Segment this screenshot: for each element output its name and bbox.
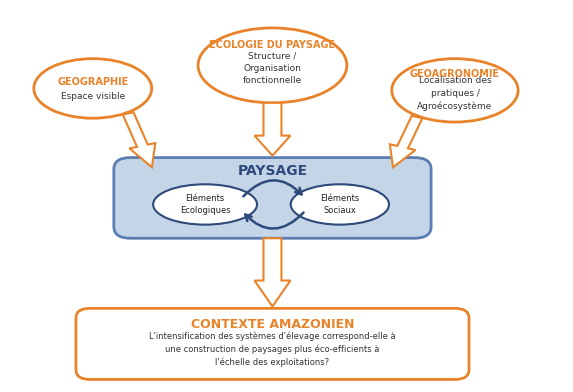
Text: ECOLOGIE DU PAYSAGE: ECOLOGIE DU PAYSAGE	[209, 40, 336, 51]
FancyBboxPatch shape	[76, 309, 469, 379]
Polygon shape	[390, 116, 422, 167]
Polygon shape	[254, 103, 291, 156]
FancyArrowPatch shape	[245, 212, 304, 229]
Text: GEOGRAPHIE: GEOGRAPHIE	[57, 76, 128, 87]
Text: L'intensification des systèmes d'élevage correspond-elle à
une construction de p: L'intensification des systèmes d'élevage…	[149, 332, 396, 367]
Text: Structure /
Organisation
fonctionnelle: Structure / Organisation fonctionnelle	[243, 51, 302, 85]
Text: Espace visible: Espace visible	[61, 92, 125, 101]
Text: PAYSAGE: PAYSAGE	[237, 164, 308, 178]
FancyBboxPatch shape	[114, 158, 431, 238]
Ellipse shape	[34, 59, 152, 118]
Ellipse shape	[153, 184, 257, 225]
Text: Eléments
Sociaux: Eléments Sociaux	[320, 194, 359, 214]
Text: GEOAGRONOMIE: GEOAGRONOMIE	[410, 69, 500, 79]
Text: Localisation des
pratiques /
Agroécosystème: Localisation des pratiques / Agroécosyst…	[417, 76, 493, 111]
Ellipse shape	[392, 59, 518, 122]
Text: CONTEXTE AMAZONIEN: CONTEXTE AMAZONIEN	[191, 318, 354, 331]
Polygon shape	[123, 113, 155, 167]
FancyArrowPatch shape	[244, 180, 301, 196]
Text: Eléments
Ecologiques: Eléments Ecologiques	[180, 194, 230, 214]
Ellipse shape	[198, 28, 347, 103]
Ellipse shape	[291, 184, 389, 225]
Polygon shape	[254, 238, 291, 307]
